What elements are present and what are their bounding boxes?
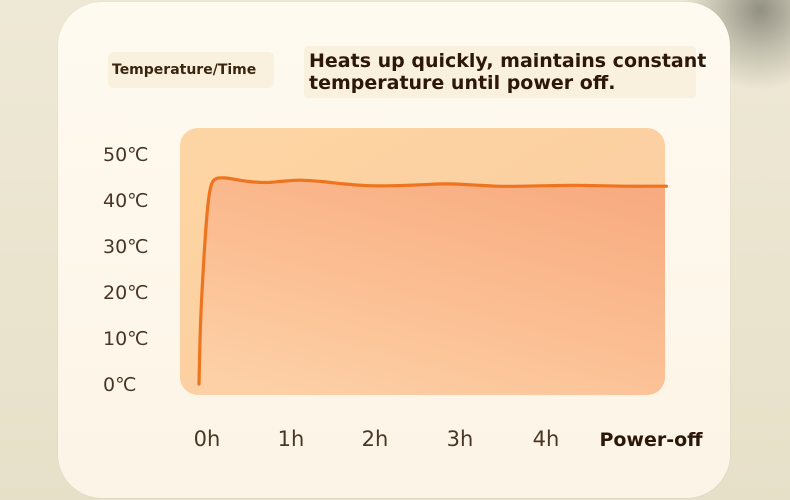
temperature-line (197, 176, 669, 386)
headline: Heats up quickly, maintains constant tem… (304, 46, 707, 98)
chart-tag-text: Temperature/Time (112, 62, 257, 78)
x-tick-label: 0h (194, 427, 221, 451)
chart-tag: Temperature/Time (108, 52, 274, 88)
x-axis-ticks: 0h 1h 2h 3h 4h Power-off (194, 427, 704, 451)
headline-line-1: Heats up quickly, maintains constant (309, 50, 707, 72)
y-tick-label: 50℃ (103, 144, 149, 166)
y-tick-label: 0℃ (103, 374, 136, 396)
y-tick-label: 20℃ (103, 282, 149, 304)
y-axis-ticks: 50℃ 40℃ 30℃ 20℃ 10℃ 0℃ (103, 144, 149, 396)
y-tick-label: 40℃ (103, 190, 149, 212)
y-tick-label: 30℃ (103, 236, 149, 258)
x-tick-label: 3h (447, 427, 474, 451)
x-tick-label: Power-off (599, 429, 703, 451)
y-tick-label: 10℃ (103, 328, 149, 350)
headline-line-2: temperature until power off. (309, 72, 616, 94)
x-tick-label: 4h (533, 427, 560, 451)
temperature-area (199, 177, 665, 395)
x-tick-label: 2h (362, 427, 389, 451)
x-tick-label: 1h (278, 427, 305, 451)
